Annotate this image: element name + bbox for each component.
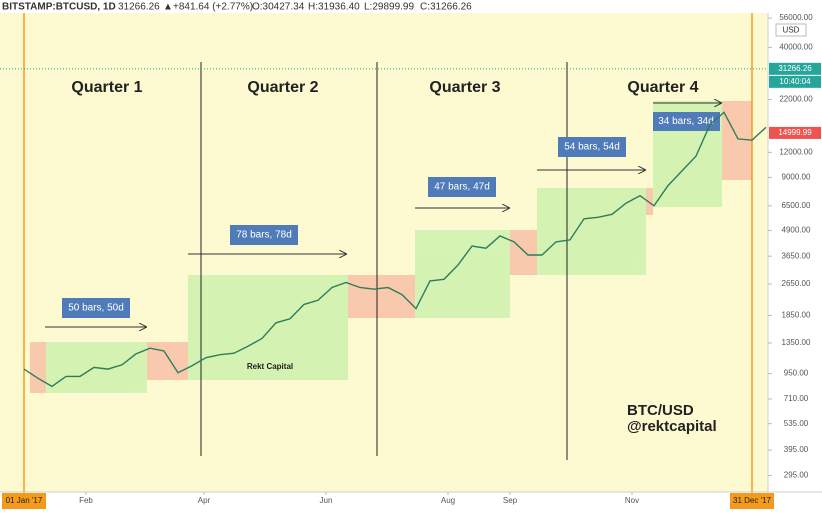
range-label: 54 bars, 54d <box>564 142 620 153</box>
y-tick-label: 22000.00 <box>779 95 813 104</box>
last-price: 31266.26 <box>118 2 160 13</box>
y-tick-label: 12000.00 <box>779 147 813 156</box>
y-tick-label: 6500.00 <box>782 201 811 210</box>
y-tick-label: 9000.00 <box>782 173 811 182</box>
currency: USD <box>783 26 800 35</box>
y-tick-label: 1850.00 <box>782 311 811 320</box>
pullback-box <box>348 275 415 318</box>
caption-line: BTC/USD <box>627 402 694 419</box>
x-tick-label: Nov <box>625 496 639 505</box>
pullback-box <box>147 342 188 380</box>
range-label-box <box>558 137 626 157</box>
x-tick-label: Aug <box>441 496 455 505</box>
x-tick-label: 01 Jan '17 <box>6 496 43 505</box>
range-label: 34 bars, 34d <box>658 116 714 127</box>
high: H:31936.40 <box>308 2 360 13</box>
countdown-box <box>769 75 821 88</box>
x-tick-label: Jun <box>320 496 333 505</box>
open: O:30427.34 <box>252 2 305 13</box>
header: BITSTAMP:BTCUSD, 1D 31266.26 ▲ +841.64 (… <box>2 2 472 13</box>
y-tick-label: 2650.00 <box>782 279 811 288</box>
range-label: 50 bars, 50d <box>68 303 124 314</box>
range-label: 47 bars, 47d <box>434 182 490 193</box>
x-tick-label: Sep <box>503 496 518 505</box>
pullback-box <box>30 342 46 393</box>
range-label-box <box>230 225 298 245</box>
rally-box <box>188 275 348 380</box>
y-tick-label: 710.00 <box>784 394 809 403</box>
low: L:29899.99 <box>364 2 414 13</box>
range-label-box <box>428 177 496 197</box>
range-labels: 50 bars, 50d 78 bars, 78d 47 bars, 47d 5… <box>62 112 720 318</box>
x-tick-label: Feb <box>79 496 93 505</box>
x-tick-label: Apr <box>198 496 211 505</box>
caption-line: @rektcapital <box>627 418 717 435</box>
y-tick-label: 4900.00 <box>782 226 811 235</box>
y-tick-label: 1350.00 <box>782 338 811 347</box>
currency-box <box>775 23 807 37</box>
close: C:31266.26 <box>420 2 472 13</box>
quarter-title: Quarter 2 <box>247 79 318 96</box>
symbol: BITSTAMP:BTCUSD, 1D <box>2 2 116 13</box>
rally-box <box>415 230 510 318</box>
countdown: 10:40:04 <box>779 77 811 86</box>
x-tick-highlight <box>730 493 774 509</box>
range-label: 78 bars, 78d <box>236 230 292 241</box>
y-tick-label: 3650.00 <box>782 251 811 260</box>
x-tick-highlight <box>2 493 46 509</box>
y-tick-label: 535.00 <box>784 419 809 428</box>
change-arrow: ▲ <box>163 2 173 13</box>
y-tick-label: 395.00 <box>784 445 809 454</box>
pullback-box <box>722 101 752 180</box>
y-tick-label: 40000.00 <box>779 42 813 51</box>
price-marker <box>769 126 821 139</box>
price-marker-label: 31266.26 <box>778 64 812 73</box>
change: +841.64 (+2.77%) <box>173 2 253 13</box>
y-tick-label: 295.00 <box>784 471 809 480</box>
range-label-box <box>653 112 720 131</box>
y-tick-label: 56000.00 <box>779 13 813 22</box>
price-axis-background <box>768 13 822 492</box>
range-arrows <box>45 103 721 327</box>
price-marker-label: 14999.99 <box>778 128 812 137</box>
price-marker <box>769 62 821 75</box>
quarter-title: Quarter 1 <box>71 79 142 96</box>
y-tick-label: 950.00 <box>784 369 809 378</box>
price-line <box>23 111 767 388</box>
x-tick-label: 31 Dec '17 <box>733 496 772 505</box>
pullback-box <box>510 230 537 275</box>
quarter-titles: Quarter 1 Quarter 2 Quarter 3 Quarter 4 <box>71 79 698 96</box>
quarter-title: Quarter 3 <box>429 79 500 96</box>
pullback-box <box>646 188 653 215</box>
quarter-title: Quarter 4 <box>627 79 698 96</box>
watermark: Rekt Capital <box>247 362 293 371</box>
range-label-box <box>62 298 130 318</box>
